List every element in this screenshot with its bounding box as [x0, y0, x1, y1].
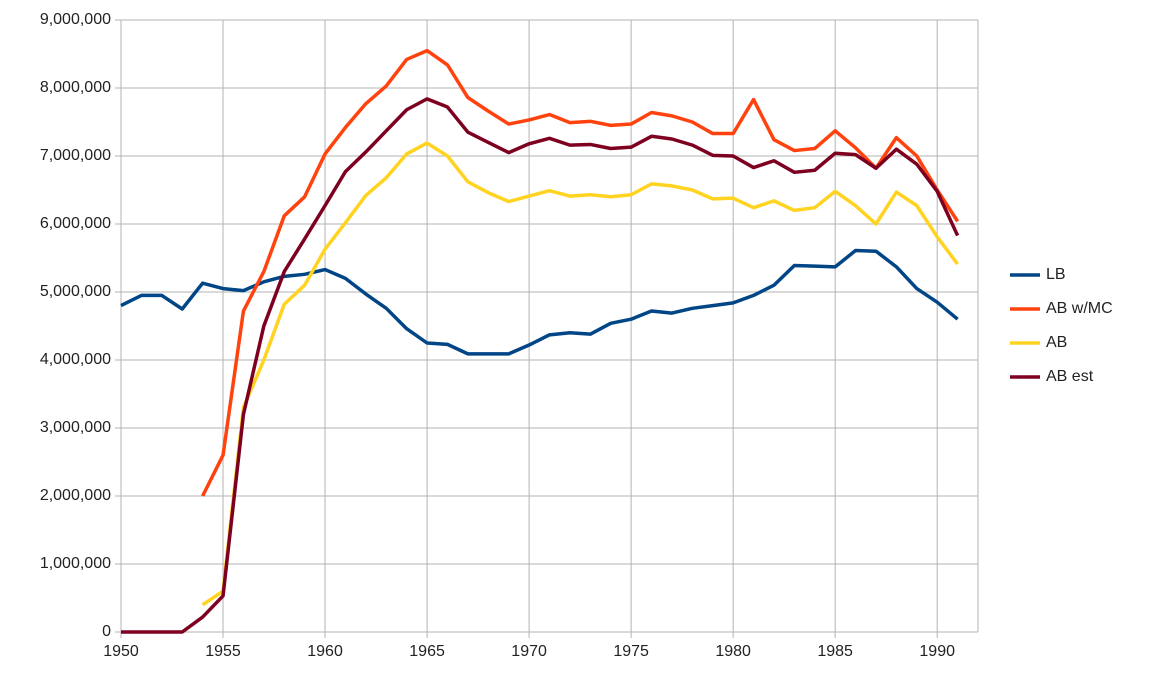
x-tick-label: 1955: [205, 643, 241, 660]
y-tick-label: 0: [102, 623, 111, 640]
legend-label: LB: [1046, 266, 1066, 283]
x-tick-label: 1990: [919, 643, 955, 660]
x-tick-label: 1965: [409, 643, 445, 660]
x-tick-label: 1975: [613, 643, 649, 660]
y-tick-label: 9,000,000: [40, 11, 111, 28]
x-tick-label: 1970: [511, 643, 547, 660]
x-tick-label: 1985: [817, 643, 853, 660]
series-line: [121, 97, 960, 634]
series-line: [120, 248, 959, 356]
y-tick-label: 1,000,000: [40, 555, 111, 572]
y-tick-label: 5,000,000: [40, 283, 111, 300]
y-tick-label: 7,000,000: [40, 147, 111, 164]
x-tick-label: 1950: [103, 643, 139, 660]
legend-label: AB: [1046, 334, 1067, 351]
y-tick-label: 4,000,000: [40, 351, 111, 368]
series-line: [201, 48, 960, 497]
y-tick-label: 6,000,000: [40, 215, 111, 232]
y-tick-label: 2,000,000: [40, 487, 111, 504]
y-tick-label: 8,000,000: [40, 79, 111, 96]
x-tick-label: 1980: [715, 643, 751, 660]
legend-label: AB est: [1046, 368, 1094, 385]
legend-label: AB w/MC: [1046, 300, 1113, 317]
series-line: [201, 141, 959, 607]
y-tick-label: 3,000,000: [40, 419, 111, 436]
x-tick-label: 1960: [307, 643, 343, 660]
